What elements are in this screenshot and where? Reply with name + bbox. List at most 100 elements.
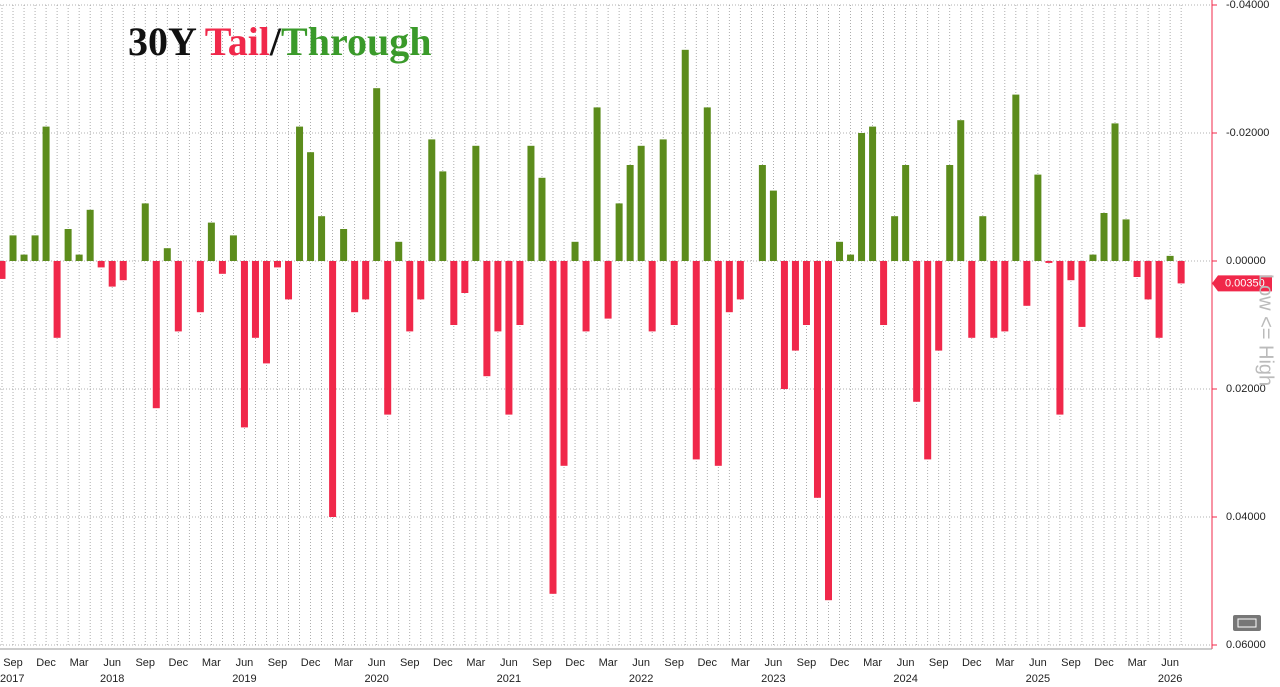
bar	[1089, 254, 1097, 261]
x-tick-label: Mar	[70, 657, 89, 669]
bar	[1012, 94, 1020, 261]
x-tick-label: Mar	[466, 657, 485, 669]
x-tick-label: Sep	[1061, 657, 1081, 669]
bar	[450, 261, 458, 325]
bar	[42, 126, 50, 261]
bar	[86, 209, 94, 261]
bar	[1001, 261, 1009, 332]
bar	[769, 190, 777, 261]
bar	[979, 216, 987, 261]
bar	[891, 216, 899, 261]
bar	[229, 235, 237, 261]
bar	[615, 203, 623, 261]
bar	[670, 261, 678, 325]
x-tick-label: Sep	[797, 657, 817, 669]
bar	[296, 126, 304, 261]
x-tick-label: Mar	[599, 657, 618, 669]
title-part: 30Y	[128, 19, 205, 64]
bar	[417, 261, 425, 300]
bar	[395, 241, 403, 261]
last-value-label: 0.00350	[1225, 277, 1265, 289]
bar	[1034, 174, 1042, 261]
bar	[847, 254, 855, 261]
bar	[593, 107, 601, 262]
y-tick-label: 0.02000	[1226, 383, 1266, 395]
x-tick-label: Jun	[368, 657, 386, 669]
year-label: 2023	[761, 673, 785, 685]
x-tick-label: Jun	[897, 657, 915, 669]
bar	[472, 145, 480, 261]
bar	[483, 261, 491, 377]
bar	[75, 254, 83, 261]
bar	[152, 261, 160, 409]
bar	[813, 261, 821, 498]
bar	[461, 261, 469, 293]
x-tick-label: Dec	[433, 657, 453, 669]
bar	[119, 261, 127, 281]
bar	[439, 171, 447, 261]
bar	[1067, 261, 1075, 281]
x-tick-label: Jun	[500, 657, 518, 669]
bar	[869, 126, 877, 261]
chart-title: 30Y Tail/Through	[128, 19, 432, 64]
bar	[307, 152, 315, 261]
bar	[714, 261, 722, 466]
x-tick-label: Dec	[301, 657, 321, 669]
bar	[825, 261, 832, 601]
bar	[648, 261, 656, 332]
year-label: 2019	[232, 673, 256, 685]
bar	[1100, 213, 1108, 261]
bar	[1045, 261, 1053, 263]
x-tick-label: Mar	[863, 657, 882, 669]
bar	[174, 261, 182, 332]
bar	[340, 229, 348, 261]
y-tick-label: 0.00000	[1226, 255, 1266, 267]
bar	[858, 133, 866, 261]
bar	[362, 261, 370, 300]
bar	[626, 165, 634, 261]
bar	[725, 261, 733, 313]
bar	[1144, 261, 1152, 300]
bar	[935, 261, 943, 351]
bar	[351, 261, 359, 313]
bar	[736, 261, 744, 300]
y-tick-label: 0.04000	[1226, 511, 1266, 523]
x-tick-label: Mar	[202, 657, 221, 669]
bar	[968, 261, 976, 338]
bar	[406, 261, 414, 332]
x-tick-label: Dec	[697, 657, 717, 669]
bar	[902, 165, 910, 261]
bar	[791, 261, 799, 351]
year-label: 2025	[1026, 673, 1050, 685]
bar	[97, 261, 105, 268]
x-tick-label: Dec	[830, 657, 850, 669]
y-axis-label: Low <= High	[1255, 274, 1277, 386]
bar	[163, 248, 171, 261]
x-tick-label: Dec	[169, 657, 189, 669]
bar	[924, 261, 932, 460]
bar	[780, 261, 788, 389]
bar	[1056, 261, 1064, 415]
bar	[141, 203, 149, 261]
x-tick-label: Jun	[632, 657, 650, 669]
bar	[516, 261, 524, 325]
bar	[880, 261, 888, 325]
bar	[505, 261, 513, 415]
bar	[681, 49, 689, 261]
bars	[0, 49, 1185, 601]
bar	[913, 261, 921, 402]
bar	[218, 261, 226, 274]
bar	[1177, 261, 1185, 284]
bar	[274, 261, 281, 268]
bar	[1133, 261, 1141, 277]
title-part: Through	[281, 19, 431, 64]
bar	[318, 216, 326, 261]
y-tick-label: -0.04000	[1226, 0, 1269, 11]
x-tick-label: Dec	[1094, 657, 1114, 669]
bar	[549, 261, 557, 594]
bar	[108, 261, 116, 287]
x-tick-label: Mar	[995, 657, 1014, 669]
bar	[20, 254, 28, 261]
